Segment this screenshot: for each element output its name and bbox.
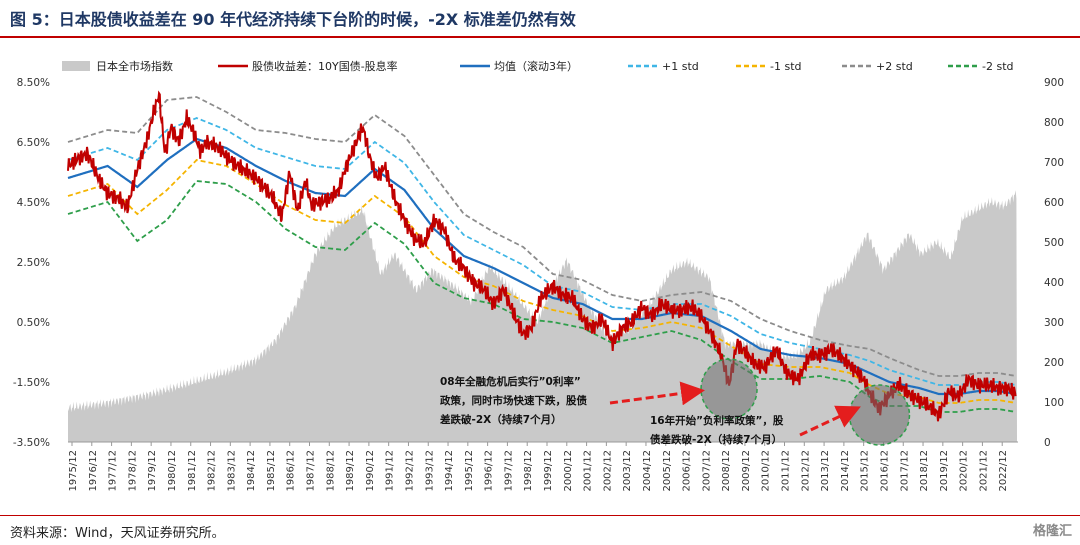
minus-1-std-line	[67, 159, 1017, 404]
plus-1-std-line	[67, 117, 1017, 386]
x-axis-tick-label: 1981/12	[187, 450, 198, 492]
x-axis-tick-label: 2009/12	[741, 450, 752, 492]
x-axis-tick-label: 1979/12	[147, 450, 158, 492]
right-axis-tick-label: 100	[1044, 397, 1064, 409]
x-axis-tick-label: 1993/12	[424, 450, 435, 492]
x-axis-tick-label: 1986/12	[286, 450, 297, 492]
x-axis-tick-label: 1997/12	[503, 450, 514, 492]
x-axis-tick-label: 1982/12	[207, 450, 218, 492]
annotation-highlight-2016	[848, 384, 911, 446]
chart-title: 图 5：日本股债收益差在 90 年代经济持续下台阶的时候，-2X 标准差仍然有效	[10, 10, 576, 29]
annotation-arrow-2016	[799, 405, 861, 437]
axes-layer: 8.50% 6.50% 4.50% 2.50% 0.50% -1.50% -3.50% 900…	[13, 77, 1064, 492]
right-axis-tick-label: 400	[1044, 277, 1064, 289]
x-axis-tick-label: 2006/12	[682, 450, 693, 492]
x-axis-tick-label: 2012/12	[800, 450, 811, 492]
left-axis-tick-label: 0.50%	[17, 317, 50, 329]
x-axis-tick-label: 1983/12	[226, 450, 237, 492]
legend-label: +1 std	[662, 60, 699, 73]
x-axis-tick-label: 1989/12	[345, 450, 356, 492]
left-axis-tick-label: 8.50%	[17, 77, 50, 89]
x-axis-tick-label: 2020/12	[959, 450, 970, 492]
annotation-text-2008: 差跌破-2X（持续7个月）	[440, 413, 562, 426]
source-note: 资料来源：Wind，天风证券研究所。	[10, 526, 225, 541]
x-axis-tick-label: 1996/12	[484, 450, 495, 492]
legend-swatch	[62, 61, 90, 71]
x-axis-tick-label: 1992/12	[404, 450, 415, 492]
x-axis-tick-label: 1990/12	[365, 450, 376, 492]
x-axis-tick-label: 2021/12	[978, 450, 989, 492]
title-divider	[0, 36, 1080, 38]
right-axis-tick-label: 500	[1044, 237, 1064, 249]
x-axis-tick-label: 2007/12	[701, 450, 712, 492]
x-axis-tick-label: 1978/12	[127, 450, 138, 492]
legend-label: -1 std	[770, 60, 802, 73]
x-axis-tick-label: 2015/12	[860, 450, 871, 492]
x-axis-tick-label: 1987/12	[306, 450, 317, 492]
x-axis-tick-label: 1976/12	[88, 450, 99, 492]
x-axis-tick-label: 2014/12	[840, 450, 851, 492]
x-axis-tick-label: 2001/12	[583, 450, 594, 492]
x-axis-tick-label: 1984/12	[246, 450, 257, 492]
x-axis-tick-label: 2004/12	[642, 450, 653, 492]
series-lines-layer	[67, 90, 1017, 422]
annotations-layer: 08年全融危机后实行”0利率” 政策，同时市场快速下跌，股债差跌破-2X（持续7个…	[440, 358, 911, 446]
annotation-arrow-2008	[609, 381, 705, 406]
bond-equity-spread-line	[67, 90, 1017, 422]
minus-2-std-line	[67, 180, 1017, 413]
x-axis-tick-label: 2017/12	[899, 450, 910, 492]
x-axis-tick-label: 2010/12	[761, 450, 772, 492]
x-axis-tick-label: 2005/12	[662, 450, 673, 492]
legend-label: +2 std	[876, 60, 913, 73]
legend-label: 日本全市场指数	[96, 59, 173, 73]
x-axis-tick-label: 1985/12	[266, 450, 277, 492]
legend: 日本全市场指数 股债收益差：10Y国债-股息率 均值（滚动3年） +1 std -1 s…	[62, 59, 1014, 73]
annotation-text-2008: 政策，同时市场快速下跌，股债	[440, 394, 587, 407]
x-axis-tick-label: 2003/12	[622, 450, 633, 492]
x-axis-tick-label: 1977/12	[108, 450, 119, 492]
left-axis-tick-label: -1.50%	[13, 377, 50, 389]
annotation-text-2008: 08年全融危机后实行”0利率”	[440, 375, 581, 388]
x-axis-tick-label: 2002/12	[602, 450, 613, 492]
right-axis-tick-label: 900	[1044, 77, 1064, 89]
x-axis-tick-label: 1998/12	[523, 450, 534, 492]
annotation-text-2016: 16年开始”负利率政策”，股	[650, 414, 784, 427]
chart-canvas: 8.50% 6.50% 4.50% 2.50% 0.50% -1.50% -3.50% 900…	[13, 59, 1064, 492]
x-axis-tick-label: 1995/12	[464, 450, 475, 492]
x-axis-tick-label: 1994/12	[444, 450, 455, 492]
x-axis-tick-label: 2022/12	[998, 450, 1009, 492]
watermark-logo: 格隆汇	[1032, 524, 1072, 539]
x-axis-tick-label: 1988/12	[325, 450, 336, 492]
left-axis-tick-label: 2.50%	[17, 257, 50, 269]
x-axis-tick-label: 2013/12	[820, 450, 831, 492]
x-axis-tick-label: 2016/12	[879, 450, 890, 492]
right-axis-tick-label: 800	[1044, 117, 1064, 129]
right-axis-tick-label: 200	[1044, 357, 1064, 369]
x-axis-tick-label: 2011/12	[781, 450, 792, 492]
right-axis-tick-label: 600	[1044, 197, 1064, 209]
legend-label: 均值（滚动3年）	[494, 59, 578, 73]
x-axis-tick-label: 1980/12	[167, 450, 178, 492]
x-axis-tick-label: 2019/12	[939, 450, 950, 492]
plus-2-std-line	[67, 96, 1017, 377]
annotation-highlight-2008	[700, 358, 758, 420]
legend-label: -2 std	[982, 60, 1014, 73]
x-axis-tick-label: 2000/12	[563, 450, 574, 492]
x-axis-tick-label: 1999/12	[543, 450, 554, 492]
legend-label: 股债收益差：10Y国债-股息率	[252, 59, 398, 73]
right-axis-tick-label: 700	[1044, 157, 1064, 169]
x-axis-tick-label: 2008/12	[721, 450, 732, 492]
right-axis-tick-label: 300	[1044, 317, 1064, 329]
x-axis-tick-label: 1991/12	[385, 450, 396, 492]
annotation-text-2016: 债差跌破-2X（持续7个月）	[650, 433, 782, 446]
left-axis-tick-label: 6.50%	[17, 137, 50, 149]
left-axis-tick-label: -3.50%	[13, 437, 50, 449]
left-axis-tick-label: 4.50%	[17, 197, 50, 209]
x-axis-tick-label: 1975/12	[68, 450, 79, 492]
right-axis-tick-label: 0	[1044, 437, 1051, 449]
x-axis-tick-label: 2018/12	[919, 450, 930, 492]
footer-divider	[0, 515, 1080, 516]
